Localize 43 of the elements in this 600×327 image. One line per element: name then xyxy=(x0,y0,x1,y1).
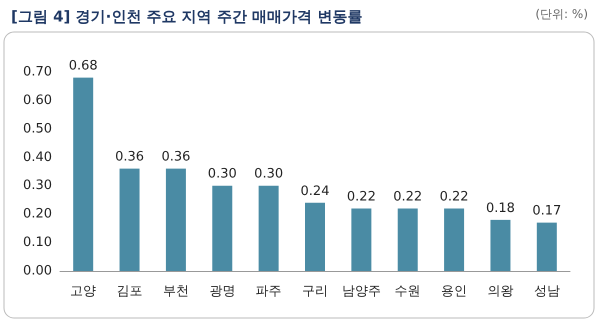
data-label: 0.36 xyxy=(161,150,190,165)
x-tick-label: 김포 xyxy=(116,284,143,299)
y-tick-label: 0.60 xyxy=(23,92,52,108)
bar xyxy=(120,168,140,271)
y-tick-label: 0.50 xyxy=(23,121,52,136)
data-label: 0.22 xyxy=(440,189,469,204)
x-tick-label: 구리 xyxy=(302,284,328,299)
data-label: 0.30 xyxy=(254,166,284,182)
x-tick-label: 고양 xyxy=(70,284,96,299)
data-label: 0.17 xyxy=(532,204,562,219)
y-tick-label: 0.00 xyxy=(23,264,52,278)
chart-title: [그림 4] 경기·인천 주요 지역 주간 매매가격 변동률 xyxy=(11,8,362,26)
x-tick-label: 성남 xyxy=(534,284,560,299)
data-label: 0.24 xyxy=(300,184,330,199)
text: (단위: %) xyxy=(535,7,588,21)
y-tick-label: 0.10 xyxy=(23,235,52,250)
bar xyxy=(536,222,557,271)
bar xyxy=(398,208,418,271)
x-tick-label: 의왕 xyxy=(487,284,514,299)
x-tick-label: 파주 xyxy=(256,284,282,299)
y-tick-label: 0.40 xyxy=(23,150,52,165)
data-label: 0.36 xyxy=(115,150,144,165)
x-tick-label: 용인 xyxy=(441,284,468,299)
bar xyxy=(258,186,279,271)
bar xyxy=(212,186,232,271)
y-tick-label: 0.20 xyxy=(23,206,52,222)
y-tick-label: 0.70 xyxy=(23,64,52,80)
x-tick-label: 부천 xyxy=(162,284,189,299)
bar xyxy=(351,208,372,271)
bar xyxy=(166,168,186,271)
bar xyxy=(490,220,510,271)
bar xyxy=(305,202,325,271)
bar xyxy=(73,78,94,271)
data-label: 0.18 xyxy=(486,200,515,216)
data-label: 0.30 xyxy=(208,166,237,182)
x-tick-label: 수원 xyxy=(394,284,421,299)
x-tick-label: 광명 xyxy=(209,284,236,299)
x-tick-label: 남양주 xyxy=(342,284,381,299)
bar xyxy=(444,208,464,271)
data-label: 0.22 xyxy=(393,189,422,204)
data-label: 0.68 xyxy=(68,58,98,74)
y-tick-label: 0.30 xyxy=(23,178,52,194)
data-label: 0.22 xyxy=(346,189,376,204)
